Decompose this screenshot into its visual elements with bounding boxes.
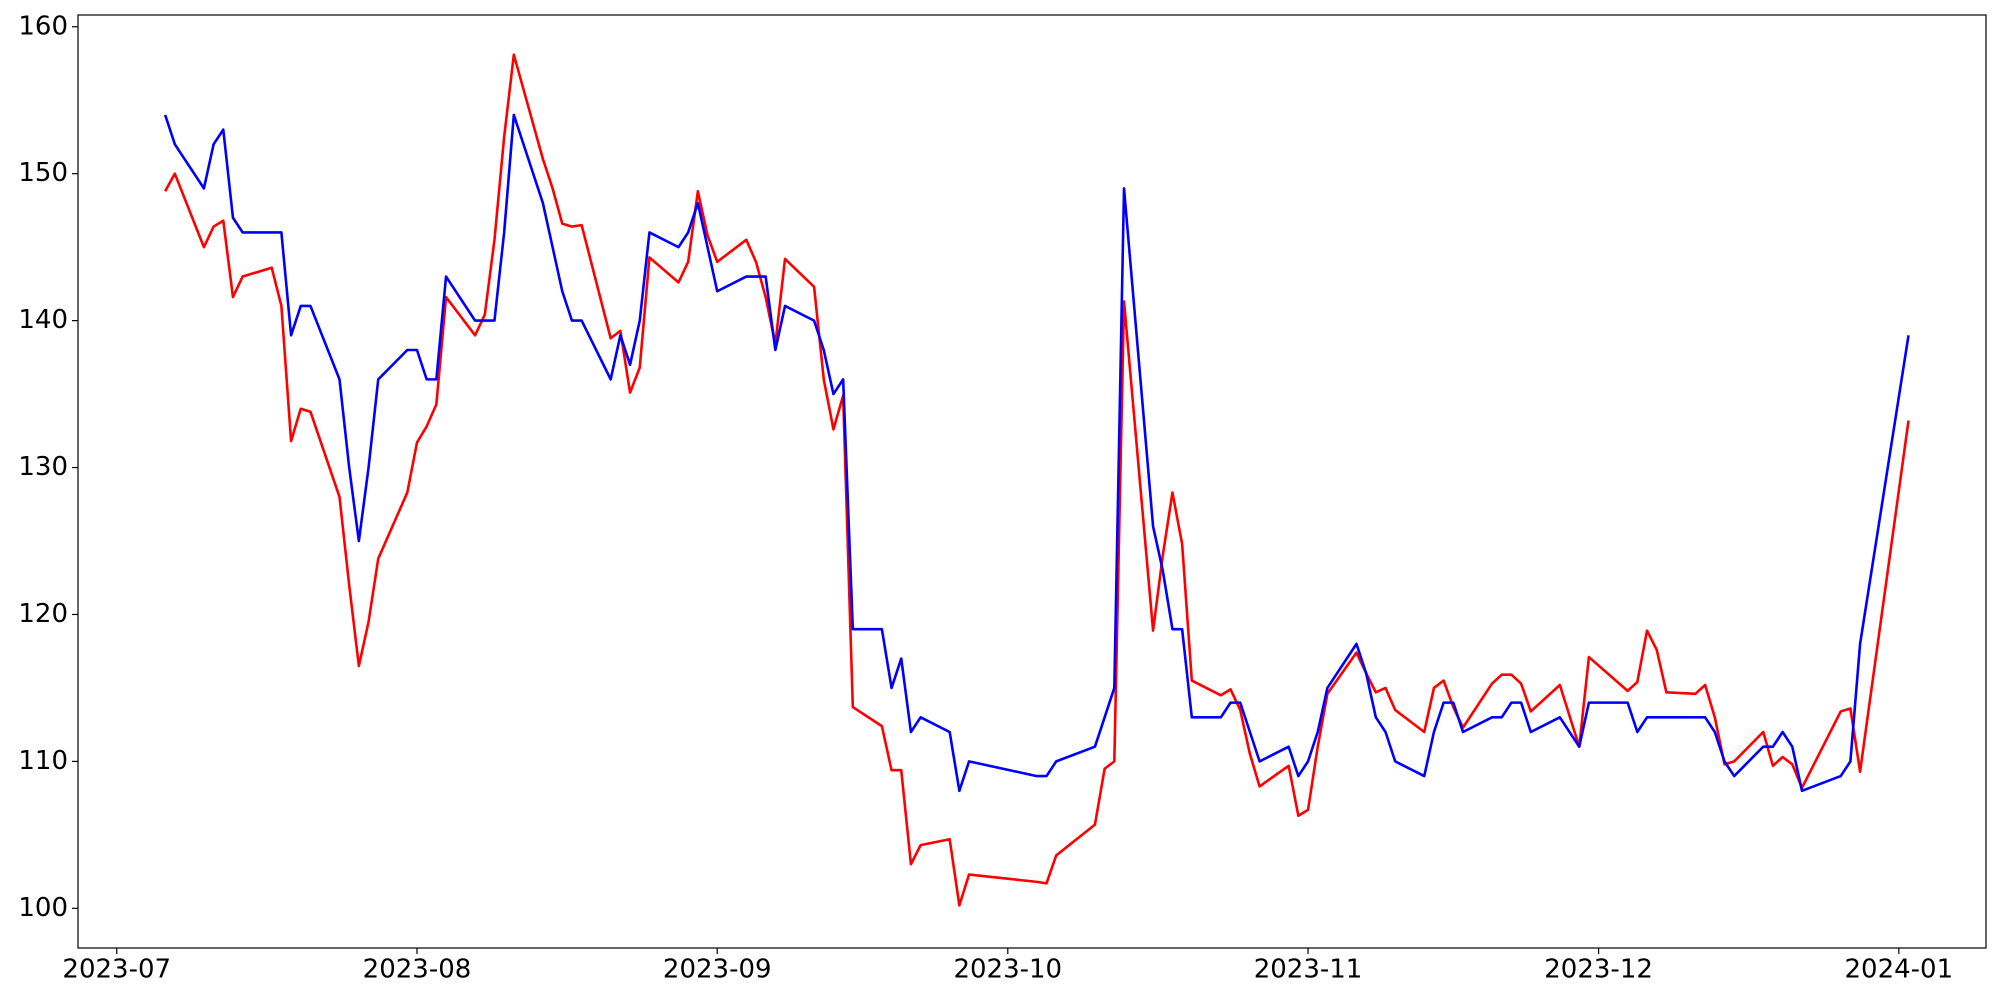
x-tick-label: 2023-09 bbox=[663, 955, 772, 985]
plot-frame bbox=[77, 14, 1987, 949]
series-line bbox=[163, 113, 1910, 793]
series-line bbox=[164, 53, 1910, 907]
y-tick-label: 130 bbox=[18, 452, 68, 482]
y-tick-label: 110 bbox=[18, 746, 68, 776]
x-tick-label: 2023-07 bbox=[62, 955, 171, 985]
y-tick-label: 140 bbox=[18, 305, 68, 335]
y-tick-label: 160 bbox=[18, 11, 68, 41]
x-tick-label: 2023-08 bbox=[363, 955, 472, 985]
y-tick-label: 100 bbox=[18, 893, 68, 923]
x-tick-label: 2023-11 bbox=[1254, 955, 1363, 985]
x-tick-label: 2023-12 bbox=[1544, 955, 1653, 985]
y-tick-label: 150 bbox=[18, 158, 68, 188]
x-tick-label: 2023-10 bbox=[953, 955, 1062, 985]
y-tick-label: 120 bbox=[18, 599, 68, 629]
x-tick-label: 2024-01 bbox=[1845, 955, 1954, 985]
